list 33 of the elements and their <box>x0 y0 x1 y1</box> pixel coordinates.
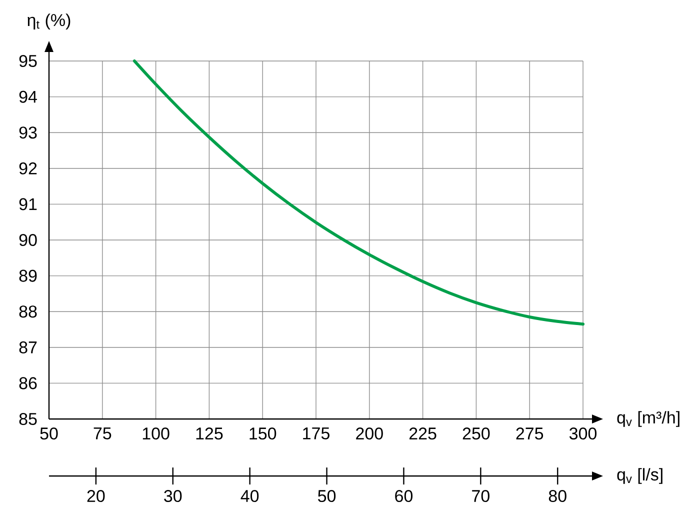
y-tick-label: 87 <box>19 341 37 354</box>
x-tick-label: 100 <box>142 428 170 440</box>
y-tick-label: 86 <box>19 377 37 390</box>
x-tick-label: 50 <box>40 428 58 440</box>
x-tick-label: 300 <box>569 428 597 440</box>
y-tick-label: 92 <box>19 162 37 174</box>
x-tick-label: 275 <box>516 428 544 440</box>
y-tick-label: 85 <box>19 412 37 426</box>
x-tick-label: 175 <box>303 428 330 440</box>
y-tick-label: 94 <box>19 90 37 103</box>
y-tick-label: 93 <box>19 126 37 139</box>
x-tick-label: 150 <box>250 428 276 440</box>
y-tick-label: 90 <box>19 234 37 246</box>
y-axis-title: η$_{t}$ (%) <box>28 14 70 30</box>
x-tick-label: 125 <box>196 428 223 440</box>
x-tick-label: 200 <box>356 428 383 440</box>
x2-tick-label: 60 <box>395 490 413 502</box>
x2-tick-label: 80 <box>548 490 566 502</box>
y-tick-label: 89 <box>19 270 37 282</box>
y-tick-label: 88 <box>19 306 37 318</box>
line-series <box>132 59 585 326</box>
x-axis-title: q$_{v}$ [m³/h] <box>617 411 680 427</box>
x2-tick-label: 70 <box>472 490 490 502</box>
x-tick-label: 250 <box>462 428 490 440</box>
y-tick-label: 95 <box>19 54 37 68</box>
x-tick-label: 75 <box>94 428 112 440</box>
y-tick-label: 91 <box>19 198 37 210</box>
x2-tick-label: 30 <box>164 490 182 502</box>
x2-axis-title: q$_{v}$ [l/s] <box>617 468 662 484</box>
x2-tick-label: 20 <box>87 490 105 502</box>
x2-tick-label: 50 <box>318 490 336 502</box>
x2-tick-label: 40 <box>240 490 259 502</box>
x-tick-label: 225 <box>409 428 436 440</box>
